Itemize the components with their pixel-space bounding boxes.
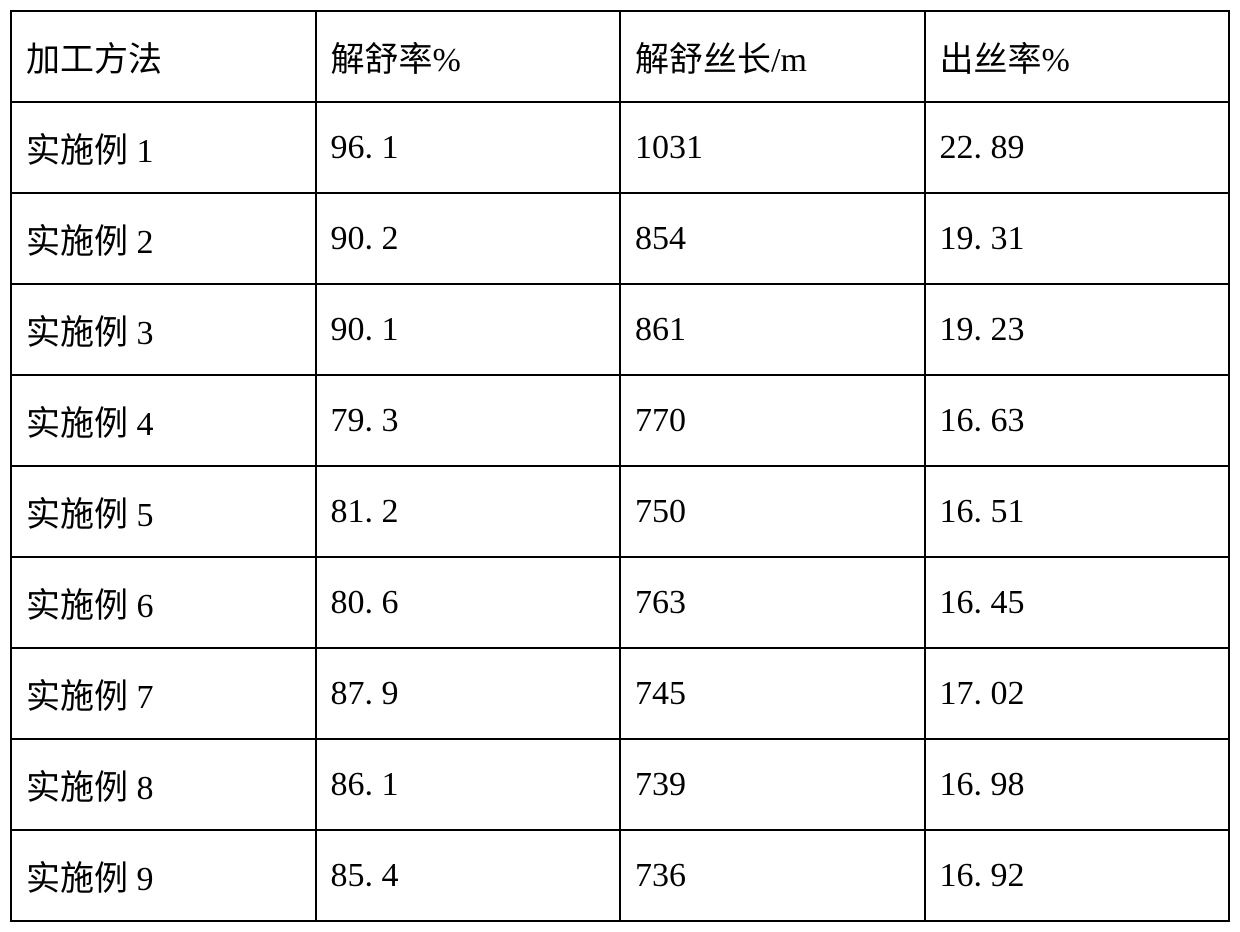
table-row: 实施例 2 90. 2 854 19. 31 [11,193,1229,284]
table-cell: 763 [620,557,925,648]
table-row: 实施例 8 86. 1 739 16. 98 [11,739,1229,830]
table-row: 实施例 6 80. 6 763 16. 45 [11,557,1229,648]
table-cell: 739 [620,739,925,830]
table-cell: 16. 63 [925,375,1230,466]
table-cell: 16. 51 [925,466,1230,557]
data-table: 加工方法 解舒率% 解舒丝长/m 出丝率% 实施例 1 96. 1 1031 2… [10,10,1230,922]
table-cell: 19. 31 [925,193,1230,284]
table-cell: 实施例 5 [11,466,316,557]
table-cell: 实施例 1 [11,102,316,193]
table-cell: 17. 02 [925,648,1230,739]
column-header: 解舒丝长/m [620,11,925,102]
table-cell: 80. 6 [316,557,621,648]
table-cell: 22. 89 [925,102,1230,193]
table-cell: 81. 2 [316,466,621,557]
table-cell: 实施例 2 [11,193,316,284]
table-cell: 854 [620,193,925,284]
table-cell: 16. 45 [925,557,1230,648]
table-header-row: 加工方法 解舒率% 解舒丝长/m 出丝率% [11,11,1229,102]
table-row: 实施例 5 81. 2 750 16. 51 [11,466,1229,557]
table-cell: 16. 92 [925,830,1230,921]
table-cell: 16. 98 [925,739,1230,830]
table-row: 实施例 4 79. 3 770 16. 63 [11,375,1229,466]
table-row: 实施例 7 87. 9 745 17. 02 [11,648,1229,739]
table-row: 实施例 9 85. 4 736 16. 92 [11,830,1229,921]
table-cell: 90. 2 [316,193,621,284]
table-cell: 实施例 7 [11,648,316,739]
table-cell: 87. 9 [316,648,621,739]
table-cell: 745 [620,648,925,739]
table-cell: 79. 3 [316,375,621,466]
table-cell: 736 [620,830,925,921]
table-cell: 实施例 9 [11,830,316,921]
column-header: 解舒率% [316,11,621,102]
table-cell: 实施例 4 [11,375,316,466]
table-cell: 19. 23 [925,284,1230,375]
table-row: 实施例 1 96. 1 1031 22. 89 [11,102,1229,193]
table-cell: 861 [620,284,925,375]
table-row: 实施例 3 90. 1 861 19. 23 [11,284,1229,375]
table-cell: 90. 1 [316,284,621,375]
column-header: 出丝率% [925,11,1230,102]
table-cell: 实施例 3 [11,284,316,375]
table-cell: 85. 4 [316,830,621,921]
table-cell: 96. 1 [316,102,621,193]
table-cell: 86. 1 [316,739,621,830]
table-cell: 770 [620,375,925,466]
table-container: 加工方法 解舒率% 解舒丝长/m 出丝率% 实施例 1 96. 1 1031 2… [10,10,1230,922]
table-cell: 1031 [620,102,925,193]
column-header: 加工方法 [11,11,316,102]
table-cell: 实施例 8 [11,739,316,830]
table-cell: 实施例 6 [11,557,316,648]
table-cell: 750 [620,466,925,557]
